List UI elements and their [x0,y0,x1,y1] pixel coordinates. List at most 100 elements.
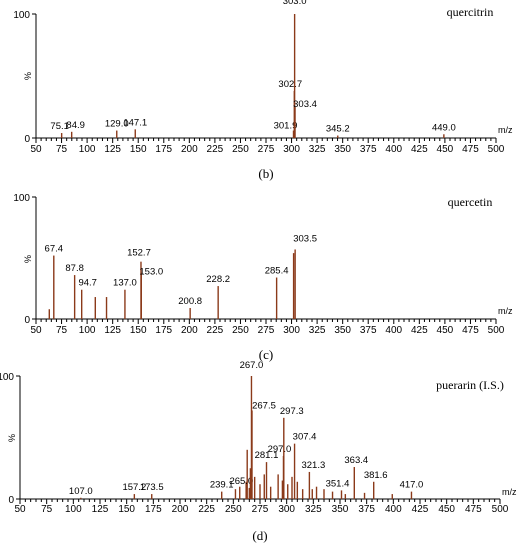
peak-label: 173.5 [140,482,164,493]
x-tick-label: 400 [385,504,402,515]
x-tick-label: 175 [155,144,172,155]
peak-label: 152.7 [127,248,151,259]
x-axis-unit: m/z [498,125,513,135]
x-tick-label: 150 [118,504,135,515]
x-tick-label: 475 [465,504,482,515]
x-tick-label: 150 [130,325,147,336]
x-tick-label: 175 [155,325,172,336]
compound-name: puerarin (I.S.) [436,378,504,392]
x-tick-label: 425 [412,504,429,515]
compound-name: quercitrin [447,5,494,19]
peak-label: 303.5 [293,233,317,244]
x-tick-label: 400 [385,144,402,155]
peak-label: 147.1 [123,117,147,128]
x-tick-label: 325 [309,325,326,336]
x-tick-label: 425 [411,144,428,155]
x-tick-label: 325 [305,504,322,515]
peak-label: 157.2 [122,482,146,493]
x-tick-label: 50 [30,144,42,155]
spectrum-panel-3: 100 0% 50 75 100 125 150 175 200 225 250 275 300 325 3… [0,360,517,543]
peak-label: 200.8 [178,296,202,307]
y-axis-label: % [7,434,17,442]
y-tick-label: 0 [24,315,30,326]
peak-label: 301.9 [274,121,298,132]
peak-label: 302.7 [278,79,302,90]
peak-label: 285.4 [265,266,289,277]
x-tick-label: 375 [360,325,377,336]
peak-label: 267.5 [252,400,276,411]
x-tick-label: 375 [358,504,375,515]
x-tick-label: 125 [92,504,109,515]
y-tick-label: 0 [8,495,14,506]
x-tick-label: 375 [360,144,377,155]
peak-label: 107.0 [69,486,93,497]
x-tick-label: 475 [462,325,479,336]
peak-label: 417.0 [400,480,424,491]
x-tick-label: 450 [437,325,454,336]
peak-label: 307.4 [293,432,317,443]
x-tick-label: 400 [385,325,402,336]
panel-label: (d) [252,528,267,543]
peak-label: 363.4 [344,455,368,466]
peak-label: 239.1 [210,480,234,491]
y-tick-label: 100 [13,10,30,21]
peak-label: 303.4 [293,99,317,110]
x-tick-label: 75 [56,144,68,155]
spectrum-panel-2: 100 0% 50 75 100 125 150 175 200 225 250 275 300 325 3… [13,193,513,362]
x-tick-label: 100 [79,144,96,155]
x-tick-label: 125 [104,144,121,155]
peak-label: 321.3 [301,460,325,471]
x-axis-unit: m/z [498,306,513,316]
x-tick-label: 200 [181,144,198,155]
x-tick-label: 275 [252,504,269,515]
x-tick-label: 300 [278,504,295,515]
y-tick-label: 100 [0,372,14,383]
x-tick-label: 500 [488,325,505,336]
y-tick-label: 0 [24,134,30,145]
y-axis-label: % [23,255,33,263]
x-tick-label: 275 [258,325,275,336]
x-tick-label: 100 [79,325,96,336]
x-tick-label: 500 [492,504,509,515]
x-tick-label: 225 [198,504,215,515]
peak-label: 351.4 [326,478,350,489]
x-tick-label: 500 [488,144,505,155]
x-tick-label: 325 [309,144,326,155]
x-tick-label: 275 [258,144,275,155]
x-tick-label: 75 [56,325,68,336]
peak-label: 75.1 [50,121,69,132]
peak-label: 297.0 [268,444,292,455]
x-tick-label: 425 [411,325,428,336]
peak-label: 267.0 [240,360,264,371]
y-tick-label: 100 [13,193,30,204]
peak-label: 228.2 [206,274,230,285]
x-tick-label: 350 [334,144,351,155]
x-tick-label: 175 [145,504,162,515]
peak-label: 303.0 [283,0,307,7]
x-tick-label: 150 [130,144,147,155]
panel-label: (b) [258,166,273,181]
panel-label: (c) [259,347,273,362]
peak-label: 67.4 [45,244,64,255]
x-tick-label: 50 [14,504,26,515]
x-tick-label: 50 [30,325,42,336]
x-tick-label: 125 [104,325,121,336]
x-tick-label: 450 [437,144,454,155]
peak-label: 281.1 [255,450,279,461]
x-tick-label: 250 [232,325,249,336]
peak-label: 129.0 [105,119,129,130]
x-tick-label: 250 [232,144,249,155]
x-tick-label: 200 [172,504,189,515]
peak-label: 137.0 [113,278,137,289]
peak-label: 265.0 [229,476,253,487]
y-axis-label: % [23,72,33,80]
x-tick-label: 250 [225,504,242,515]
peak-label: 84.9 [66,120,85,131]
compound-name: quercetin [448,195,493,209]
x-tick-label: 300 [283,144,300,155]
peak-label: 94.7 [78,278,97,289]
peak-label: 153.0 [139,267,163,278]
x-tick-label: 475 [462,144,479,155]
